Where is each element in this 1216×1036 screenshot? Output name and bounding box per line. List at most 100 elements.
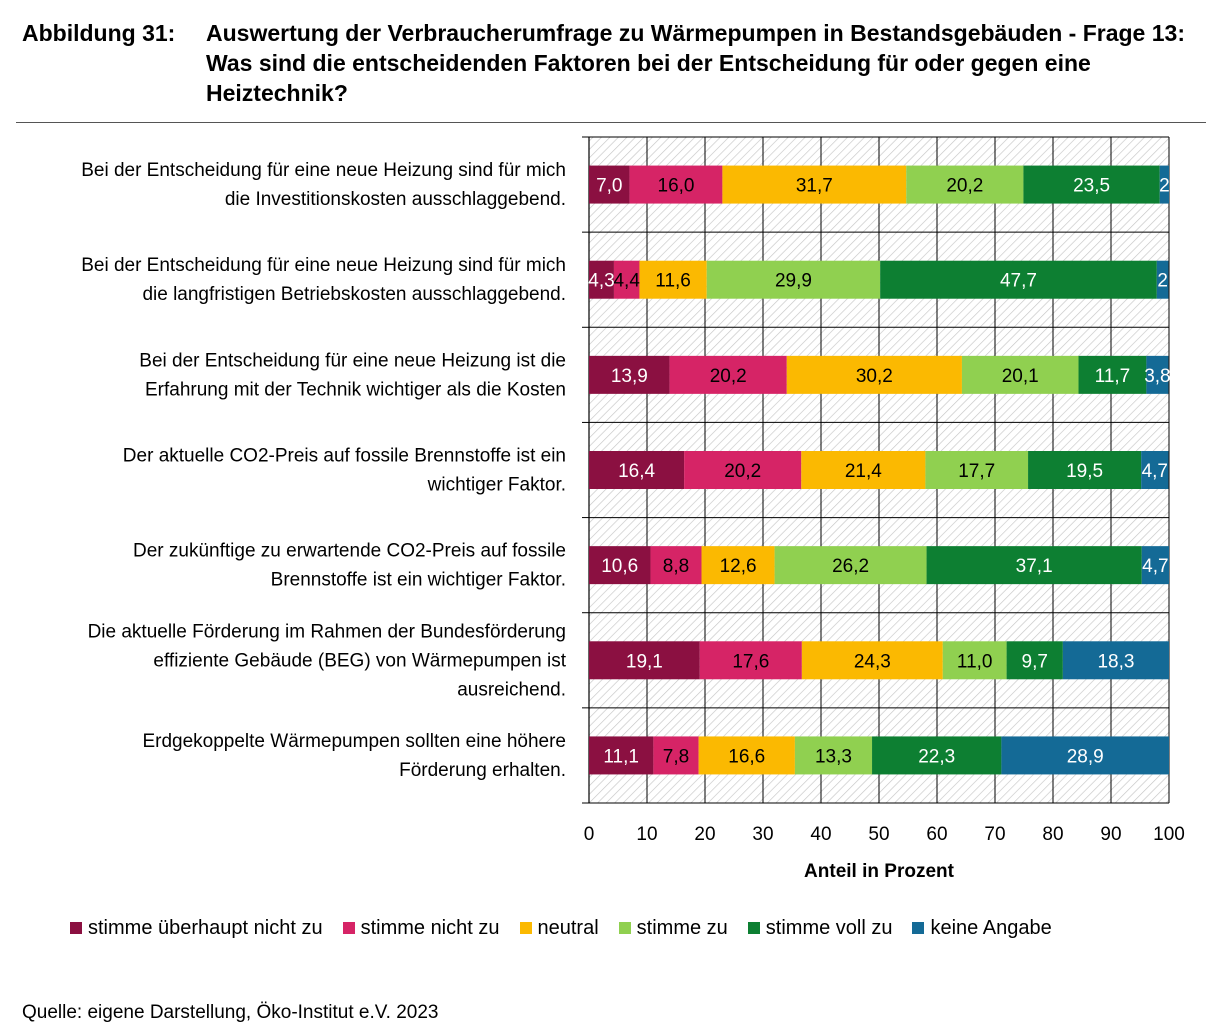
legend-swatch [747,922,760,934]
category-label: Brennstoffe ist ein wichtiger Faktor. [271,570,566,591]
bar-segment [880,260,1157,299]
x-axis-title: Anteil in Prozent [804,861,955,882]
x-tick-label: 0 [584,824,595,845]
bar-segment [629,165,723,204]
bar-segment [1146,355,1169,394]
bar-segment [589,451,685,489]
x-tick-label: 20 [694,824,715,845]
chart-title: Auswertung der Verbraucherumfrage zu Wär… [206,20,1185,106]
category-label: Bei der Entscheidung für eine neue Heizu… [81,255,566,276]
data-label: 2 [1157,271,1168,292]
data-label: 4,7 [1142,461,1168,482]
legend-label: keine Angabe [930,916,1052,939]
legend-item: neutral [519,916,599,940]
bar-segment [926,546,1142,585]
data-label: 17,7 [958,461,995,482]
data-label: 4,7 [1142,556,1168,577]
bar-segment [589,355,670,394]
data-label: 29,9 [775,271,812,292]
bar-segment [650,546,702,585]
data-label: 13,3 [815,746,852,767]
bar-segment [1156,260,1169,299]
data-label: 7,8 [663,746,689,767]
legend: stimme überhaupt nicht zu stimme nicht zu… [70,914,1072,942]
data-label: 16,6 [728,746,765,767]
data-label: 13,9 [611,366,648,387]
data-label: 9,7 [1022,651,1048,672]
bar-segment [699,641,802,680]
data-label: 28,9 [1067,746,1104,767]
x-tick-label: 60 [926,824,947,845]
category-label: Erdgekoppelte Wärmepumpen sollten eine h… [142,731,566,752]
data-label: 30,2 [856,366,893,387]
category-label: Die aktuelle Förderung im Rahmen der Bun… [88,621,566,642]
category-label: Erfahrung mit der Technik wichtiger als … [145,379,566,400]
source-note: Quelle: eigene Darstellung, Öko-Institut… [22,1002,439,1023]
data-label: 10,6 [601,556,638,577]
bar-segment [701,546,775,585]
data-label: 4,4 [613,271,640,292]
legend-swatch [519,922,532,934]
bar-segment [1006,641,1063,680]
bar-segment [774,546,927,585]
data-label: 4,3 [588,271,614,292]
category-label: Der aktuelle CO2-Preis auf fossile Brenn… [123,446,566,467]
data-label: 21,4 [845,461,882,482]
data-label: 12,6 [720,556,757,577]
data-label: 37,1 [1016,556,1053,577]
legend-swatch [70,922,82,934]
legend-item: keine Angabe [912,916,1052,940]
category-label: Der zukünftige zu erwartende CO2-Preis a… [133,541,566,562]
x-tick-label: 30 [752,824,773,845]
bar-segment [684,451,802,489]
bar-segment [1001,736,1169,775]
category-label: wichtiger Faktor. [427,475,566,496]
legend-label: neutral [537,916,599,939]
legend-label: stimme nicht zu [360,916,500,939]
data-label: 11,6 [655,271,691,292]
data-label: 3,8 [1144,366,1170,387]
category-label: die Investitionskosten ausschlaggebend. [225,189,566,210]
category-label: Förderung erhalten. [399,760,566,781]
category-label: die langfristigen Betriebskosten ausschl… [142,284,566,305]
bar-segment [698,736,795,775]
category-label: Bei der Entscheidung für eine neue Heizu… [81,160,566,181]
figure-label: Abbildung 31: [22,20,176,46]
bar-segment [801,641,943,680]
data-label: 16,4 [618,461,655,482]
bar-segment [589,641,700,680]
x-tick-label: 100 [1153,824,1185,845]
category-label: ausreichend. [457,679,566,700]
legend-item: stimme überhaupt nicht zu [70,917,323,940]
data-label: 26,2 [832,556,869,577]
data-label: 20,1 [1002,366,1039,387]
data-label: 20,2 [946,176,983,197]
x-tick-label: 40 [810,824,831,845]
data-label: 22,3 [918,746,955,767]
data-label: 11,1 [603,746,639,767]
x-tick-label: 90 [1100,824,1121,845]
bar-segment [1159,165,1169,204]
x-tick-label: 10 [636,824,657,845]
bar-segment [872,736,1002,775]
bar-segment [589,165,630,204]
data-label: 11,0 [957,651,993,672]
data-label: 7,0 [596,176,622,197]
bar-segment [794,736,873,775]
x-tick-label: 80 [1042,824,1063,845]
data-label: 19,5 [1066,461,1103,482]
data-label: 47,7 [1000,271,1037,292]
legend-label: stimme zu [636,916,728,939]
category-label: effiziente Gebäude (BEG) von Wärmepumpen… [153,650,566,671]
plot-area: 7,0 16,0 31,7 20,2 23,5 2 Bei der Entscheidung… [81,136,1185,845]
legend-swatch [618,922,631,934]
bar-segment [906,165,1024,204]
legend-item: stimme nicht zu [342,916,500,940]
bar-segment [942,641,1007,680]
bar-segment [925,451,1029,489]
data-label: 31,7 [796,176,833,197]
bar-segment [1023,165,1160,204]
data-label: 8,8 [663,556,689,577]
bar-segment [639,260,707,299]
data-label: 2 [1159,176,1170,197]
